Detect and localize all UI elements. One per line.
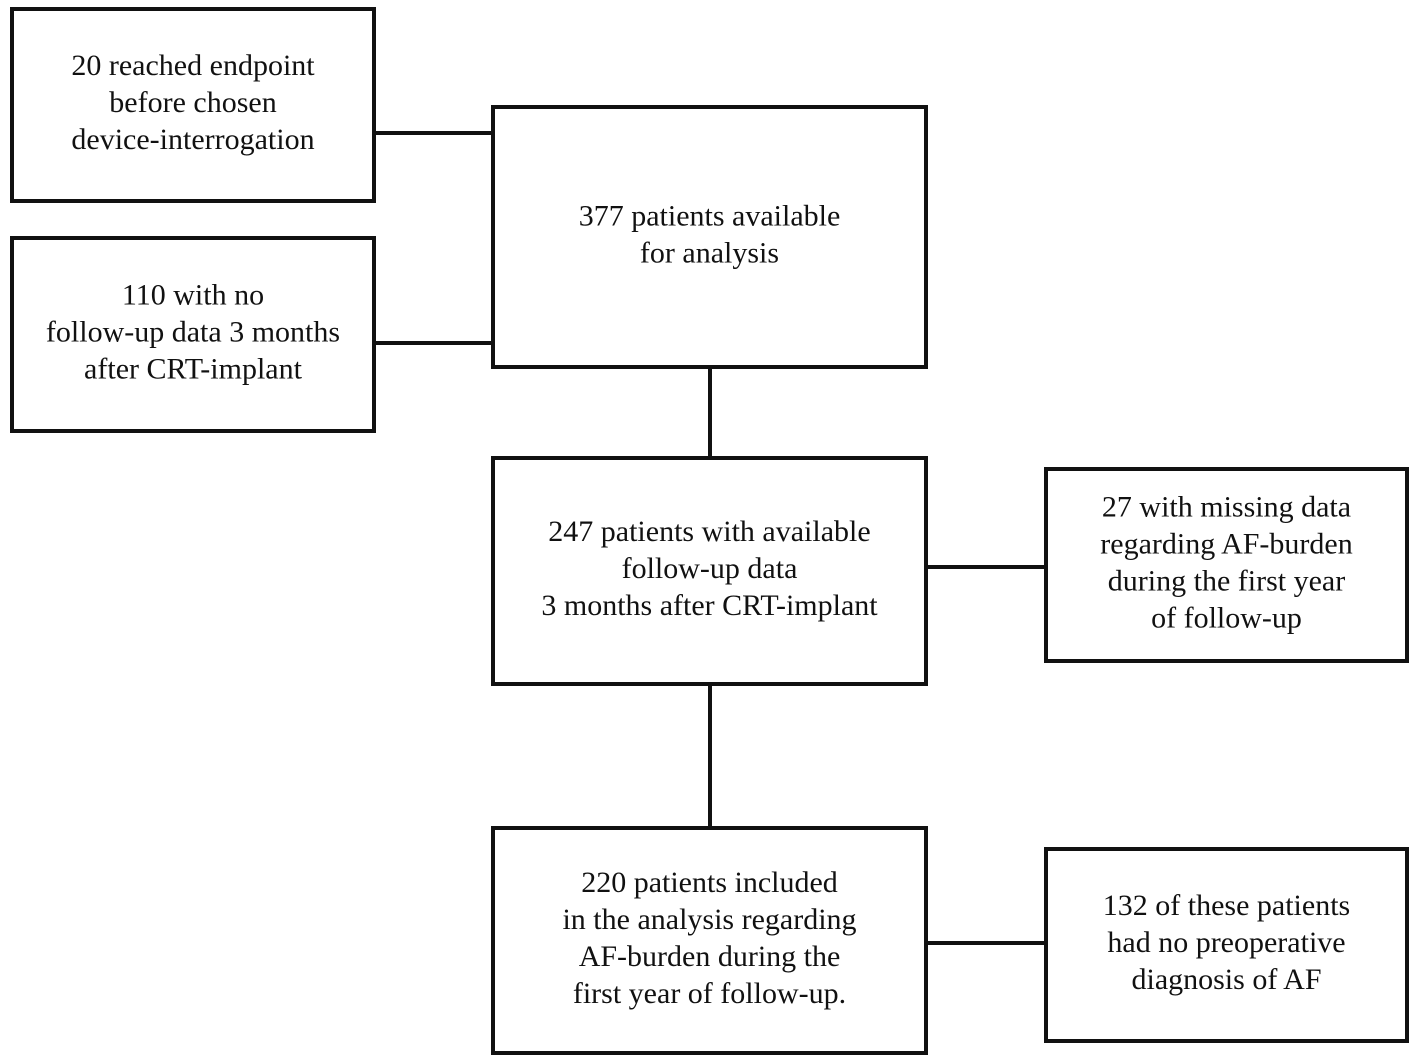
box-text: 27 with missing data [1102,490,1351,523]
box [491,456,928,686]
box-text: in the analysis regarding [562,903,856,936]
box-text: follow-up data [622,552,798,585]
box-text: diagnosis of AF [1131,963,1321,996]
box [491,105,928,369]
box [1044,847,1409,1043]
box-text: AF-burden during the [579,940,841,973]
box-text: had no preoperative [1107,926,1345,959]
box [491,826,928,1055]
box-text: during the first year [1108,564,1345,597]
box-text: 110 with no [122,278,264,311]
box-text: follow-up data 3 months [46,315,340,348]
box-text: regarding AF-burden [1100,527,1352,560]
box-text: first year of follow-up. [573,977,846,1010]
box-text: 132 of these patients [1103,889,1350,922]
box-text: 3 months after CRT-implant [541,589,878,622]
box-text: for analysis [640,236,779,269]
box-text: before chosen [109,86,276,119]
box-text: 220 patients included [581,866,838,899]
box-text: after CRT-implant [84,352,303,385]
box [10,236,376,433]
box [10,7,376,203]
box [1044,467,1409,663]
box-text: 20 reached endpoint [71,49,315,82]
box-text: 247 patients with available [548,515,870,548]
box-text: 377 patients available [579,199,841,232]
box-text: device-interrogation [71,123,314,156]
box-text: of follow-up [1151,601,1302,634]
